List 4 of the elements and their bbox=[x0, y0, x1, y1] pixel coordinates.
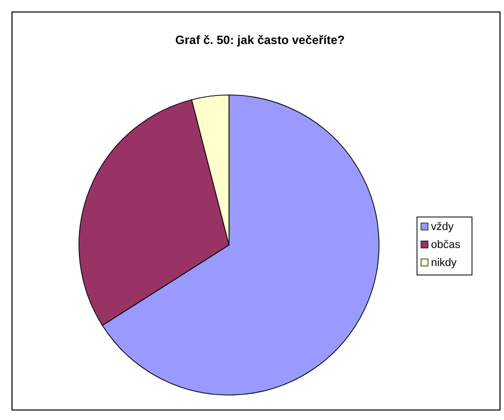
legend-label: nikdy bbox=[431, 257, 458, 269]
legend-label: vždy bbox=[431, 221, 454, 233]
chart-title: Graf č. 50: jak často večeříte? bbox=[175, 33, 345, 47]
legend-label: občas bbox=[431, 239, 461, 251]
